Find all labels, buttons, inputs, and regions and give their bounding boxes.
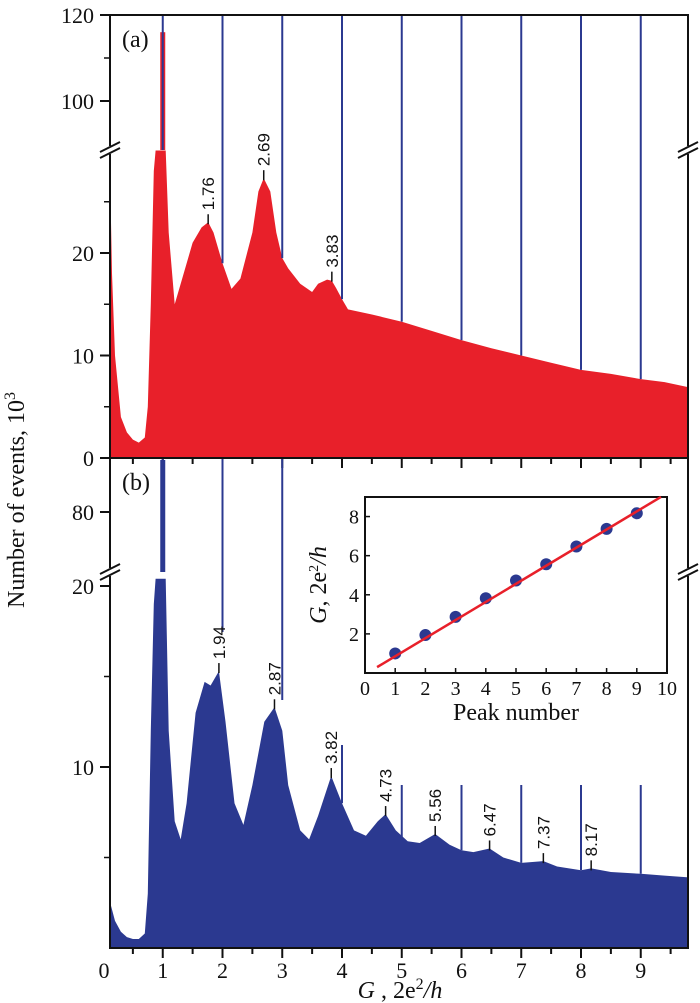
inset-y-tick-label: 6 — [349, 546, 359, 568]
inset-y-tick-label: 4 — [349, 585, 359, 607]
axis-break-mark — [99, 147, 121, 159]
y-tick-label: 10 — [72, 755, 94, 780]
y-tick-label: 100 — [61, 89, 94, 114]
y-tick-label: 0 — [83, 446, 94, 471]
axis-break-mark — [677, 147, 699, 159]
x-tick-label: 1 — [157, 958, 168, 983]
x-tick-label: 9 — [635, 958, 646, 983]
peak-label: 8.17 — [582, 823, 601, 856]
inset-y-tick-label: 2 — [349, 624, 359, 646]
y-tick-label: 120 — [61, 3, 94, 28]
peak-label: 4.73 — [377, 769, 396, 802]
inset-x-tick-label: 8 — [602, 678, 612, 700]
inset-data-point — [449, 610, 462, 623]
axis-break-mark — [99, 141, 121, 153]
axis-break-mark — [99, 563, 121, 575]
histogram-area — [110, 578, 689, 948]
axis-break-mark — [677, 569, 699, 581]
x-tick-label: 3 — [277, 958, 288, 983]
x-tick-label: 2 — [217, 958, 228, 983]
y-tick-label: 20 — [72, 574, 94, 599]
inset-x-tick-label: 6 — [541, 678, 551, 700]
peak-label: 6.47 — [481, 803, 500, 836]
inset-fit-line — [376, 495, 662, 669]
panel-a: 0 10 20 100 120 1.76 2.69 3.83 (a) — [61, 3, 699, 471]
peak-label: 1.76 — [199, 177, 218, 210]
peak-label: 3.83 — [323, 235, 342, 268]
peak-label: 3.82 — [322, 731, 341, 764]
plot-frame — [109, 457, 689, 949]
y-tick-label: 80 — [72, 500, 94, 525]
inset-x-tick-label: 5 — [511, 678, 521, 700]
inset-y-tick-label: 8 — [349, 507, 359, 529]
x-tick-label: 7 — [516, 958, 527, 983]
inset-x-tick-label: 4 — [481, 678, 491, 700]
inset-data-point — [389, 647, 402, 660]
axis-break-gap — [106, 146, 114, 154]
peak-label: 1.94 — [210, 626, 229, 659]
histogram-area — [110, 150, 689, 458]
inset-x-axis-label: Peak number — [453, 700, 579, 726]
panel-label: (b) — [122, 470, 150, 496]
axis-break-mark — [677, 141, 699, 153]
x-tick-label: 0 — [99, 958, 110, 983]
inset-y-axis-label: G, 2e2/h — [306, 546, 332, 624]
axis-break-mark — [677, 563, 699, 575]
inset-x-tick-label: 7 — [571, 678, 581, 700]
x-tick-label: 6 — [456, 958, 467, 983]
panel-label: (a) — [122, 27, 149, 53]
axis-break-mark — [99, 569, 121, 581]
y-tick-label: 10 — [72, 344, 94, 369]
peak-label: 5.56 — [426, 789, 445, 822]
inset-data-point — [419, 629, 432, 642]
axis-break-gap — [684, 146, 692, 154]
y-axis-label: Number of events, 103 — [2, 392, 30, 608]
axis-break-gap — [106, 568, 114, 576]
axis-break-gap — [684, 568, 692, 576]
x-tick-label: 4 — [337, 958, 348, 983]
inset-x-tick-label: 3 — [451, 678, 461, 700]
x-axis-label: G , 2e2/h — [358, 976, 443, 1003]
inset-data-point — [510, 574, 522, 587]
y-tick-label: 20 — [72, 241, 94, 266]
x-tick-label: 5 — [396, 958, 407, 983]
inset-x-tick-label: 2 — [420, 678, 430, 700]
peak-label: 2.87 — [265, 662, 284, 695]
inset-x-tick-label: 0 — [360, 678, 370, 700]
peak-label: 2.69 — [255, 133, 274, 166]
inset-x-tick-label: 9 — [632, 678, 642, 700]
inset-x-tick-label: 1 — [390, 678, 400, 700]
inset-x-tick-label: 10 — [657, 678, 677, 700]
x-tick-label: 8 — [576, 958, 587, 983]
peak-label: 7.37 — [534, 816, 553, 849]
